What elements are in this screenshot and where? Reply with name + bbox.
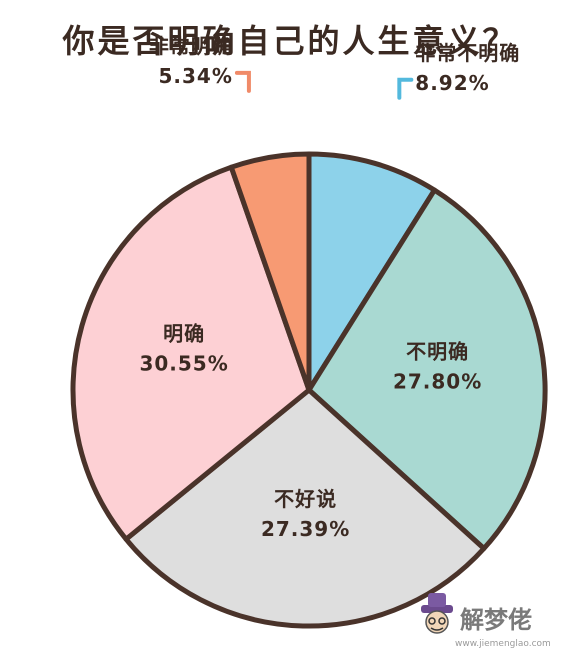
- slice-value-label: 8.92%: [415, 71, 489, 95]
- watermark-url: www.jiemenglao.com: [455, 639, 551, 649]
- pie-slice: [306, 187, 548, 551]
- slice-value-label: 27.80%: [393, 369, 482, 393]
- chart-title: 你是否明确自己的人生意义？: [61, 22, 517, 60]
- watermark: 解梦佬 www.jiemenglao.com: [421, 593, 551, 649]
- slice-label: 明确: [163, 322, 205, 346]
- pie-slice: [228, 151, 312, 393]
- slice-label: 不好说: [274, 487, 337, 511]
- pie-slices: [70, 151, 548, 629]
- slice-value-label: 30.55%: [139, 352, 228, 376]
- watermark-brand: 解梦佬: [460, 606, 532, 634]
- pie-slice: [70, 164, 312, 542]
- pie-slice: [123, 387, 487, 629]
- callout-marker: [234, 70, 251, 93]
- slice-label: 非常不明确: [415, 41, 520, 65]
- pie-labels: 非常不明确 8.92% 不明确 27.80% 不好说 27.39% 明确 30.55% 非常明确…: [139, 34, 520, 541]
- slice-label: 不明确: [406, 339, 469, 363]
- pie-slice: [306, 151, 437, 393]
- detective-logo-icon: [421, 593, 453, 634]
- callout-marker: [397, 77, 414, 100]
- slice-value-label: 5.34%: [159, 64, 233, 88]
- slice-label: 非常明确: [149, 34, 233, 58]
- slice-value-label: 27.39%: [261, 517, 350, 541]
